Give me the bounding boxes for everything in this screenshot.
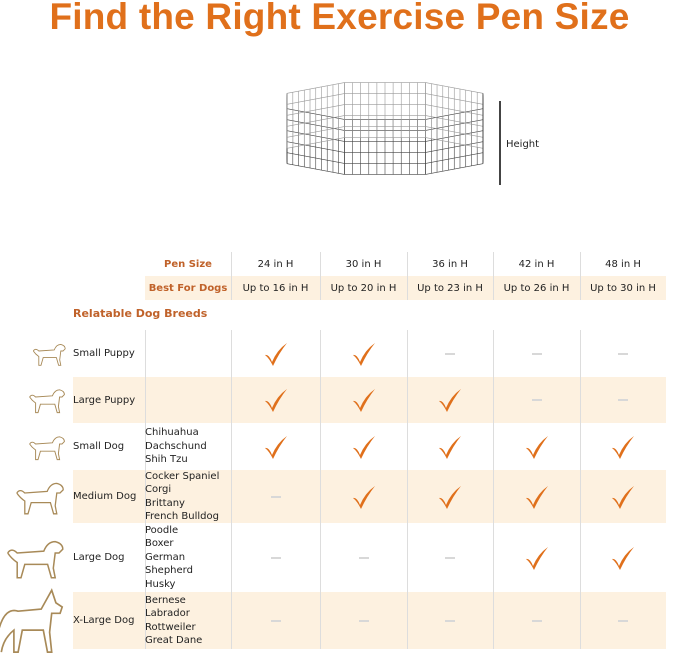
best-for-dogs-value: Up to 26 in H (503, 282, 570, 294)
column-divider (493, 252, 494, 300)
pen-size-label: Pen Size (164, 258, 212, 270)
breed-name: Dachschund (145, 440, 207, 452)
column-divider (320, 330, 321, 649)
breed-name: Shih Tzu (145, 454, 188, 466)
not-suitable-dash (531, 399, 542, 401)
checkmark-icon (264, 389, 287, 412)
checkmark-icon (525, 435, 548, 459)
breed-list: Cocker Spaniel Corgi Brittany French Bulldo… (145, 470, 219, 523)
height-indicator-line (499, 101, 501, 185)
breeds-heading: Relatable Dog Breeds (73, 307, 208, 320)
checkmark-icon (352, 485, 375, 509)
column-divider (231, 252, 232, 300)
row-shade (73, 377, 666, 423)
row-label: Small Puppy (73, 348, 135, 359)
checkmark-icon (352, 435, 375, 459)
breed-name: Rottweiler (145, 621, 196, 633)
column-divider (580, 252, 581, 300)
breed-name: Labrador (145, 608, 190, 619)
checkmark-icon (352, 342, 375, 366)
column-divider (320, 252, 321, 300)
not-suitable-dash (358, 619, 369, 622)
not-suitable-dash (531, 619, 542, 622)
row-shade (73, 592, 666, 649)
not-suitable-dash (618, 619, 628, 622)
breed-name: Boxer (145, 538, 174, 550)
not-suitable-dash (270, 619, 281, 622)
exercise-pen-image (286, 82, 484, 175)
row-shade (73, 470, 666, 523)
breed-name: Cocker Spaniel (145, 470, 220, 482)
breed-name: German (145, 551, 186, 563)
pen-size-value: 36 in H (432, 258, 468, 270)
checkmark-icon (439, 485, 461, 509)
best-for-dogs-value: Up to 20 in H (330, 282, 397, 294)
row-label: Large Puppy (73, 394, 136, 406)
not-suitable-dash (445, 556, 455, 559)
not-suitable-dash (618, 352, 628, 355)
height-label: Height (506, 139, 540, 150)
best-for-dogs-value: Up to 30 in H (590, 282, 656, 294)
not-suitable-dash (618, 399, 628, 401)
not-suitable-dash (270, 495, 281, 498)
medium-dog-icon (16, 482, 64, 514)
checkmark-icon (264, 435, 287, 459)
pen-size-value: 24 in H (257, 258, 294, 270)
checkmark-icon (352, 389, 375, 412)
breed-list: Chihuahua Dachschund Shih Tzu (145, 423, 207, 470)
small-dog-icon (29, 435, 65, 460)
breed-list: Bernese Labrador Rottweiler Great Dane (145, 592, 202, 649)
best-for-dogs-value: Up to 16 in H (242, 282, 309, 294)
x-large-dog-icon (0, 588, 63, 654)
column-divider (231, 330, 232, 649)
breed-name: Poodle (145, 524, 179, 536)
not-suitable-dash (270, 556, 281, 559)
checkmark-icon (264, 342, 287, 366)
checkmark-icon (439, 389, 461, 412)
checkmark-icon (612, 435, 634, 459)
row-label: X-Large Dog (73, 615, 135, 626)
small-puppy-icon (32, 343, 66, 366)
checkmark-icon (612, 546, 634, 570)
breed-name: French Bulldog (145, 511, 219, 522)
row-label: Medium Dog (73, 491, 137, 502)
breed-name: Husky (145, 578, 176, 590)
large-dog-icon (6, 540, 64, 579)
breed-name: Corgi (145, 484, 172, 495)
column-divider (407, 252, 408, 300)
breed-list: Poodle Boxer German Shepherd Husky (145, 523, 193, 592)
not-suitable-dash (358, 556, 369, 559)
breed-name: Shepherd (145, 565, 193, 577)
column-divider (145, 330, 146, 649)
large-puppy-icon (29, 389, 65, 414)
row-label: Small Dog (73, 441, 125, 452)
checkmark-icon (525, 546, 548, 570)
pen-size-value: 42 in H (518, 258, 555, 270)
checkmark-icon (439, 435, 461, 459)
pen-size-value: 48 in H (605, 258, 641, 270)
breed-name: Bernese (145, 594, 186, 606)
column-divider (580, 330, 581, 649)
column-divider (407, 330, 408, 649)
pen-size-value: 30 in H (345, 258, 382, 270)
best-for-dogs-label: Best For Dogs (148, 282, 228, 294)
not-suitable-dash (445, 619, 455, 622)
breed-name: Chihuahua (145, 427, 199, 439)
column-divider (493, 330, 494, 649)
row-label: Large Dog (73, 552, 125, 563)
not-suitable-dash (445, 352, 455, 355)
checkmark-icon (525, 485, 548, 509)
breed-name: Brittany (145, 497, 185, 509)
page-title: Find the Right Exercise Pen Size (49, 0, 630, 37)
best-for-dogs-value: Up to 23 in H (417, 282, 483, 294)
breed-name: Great Dane (145, 635, 203, 646)
not-suitable-dash (531, 352, 542, 355)
checkmark-icon (612, 485, 634, 509)
